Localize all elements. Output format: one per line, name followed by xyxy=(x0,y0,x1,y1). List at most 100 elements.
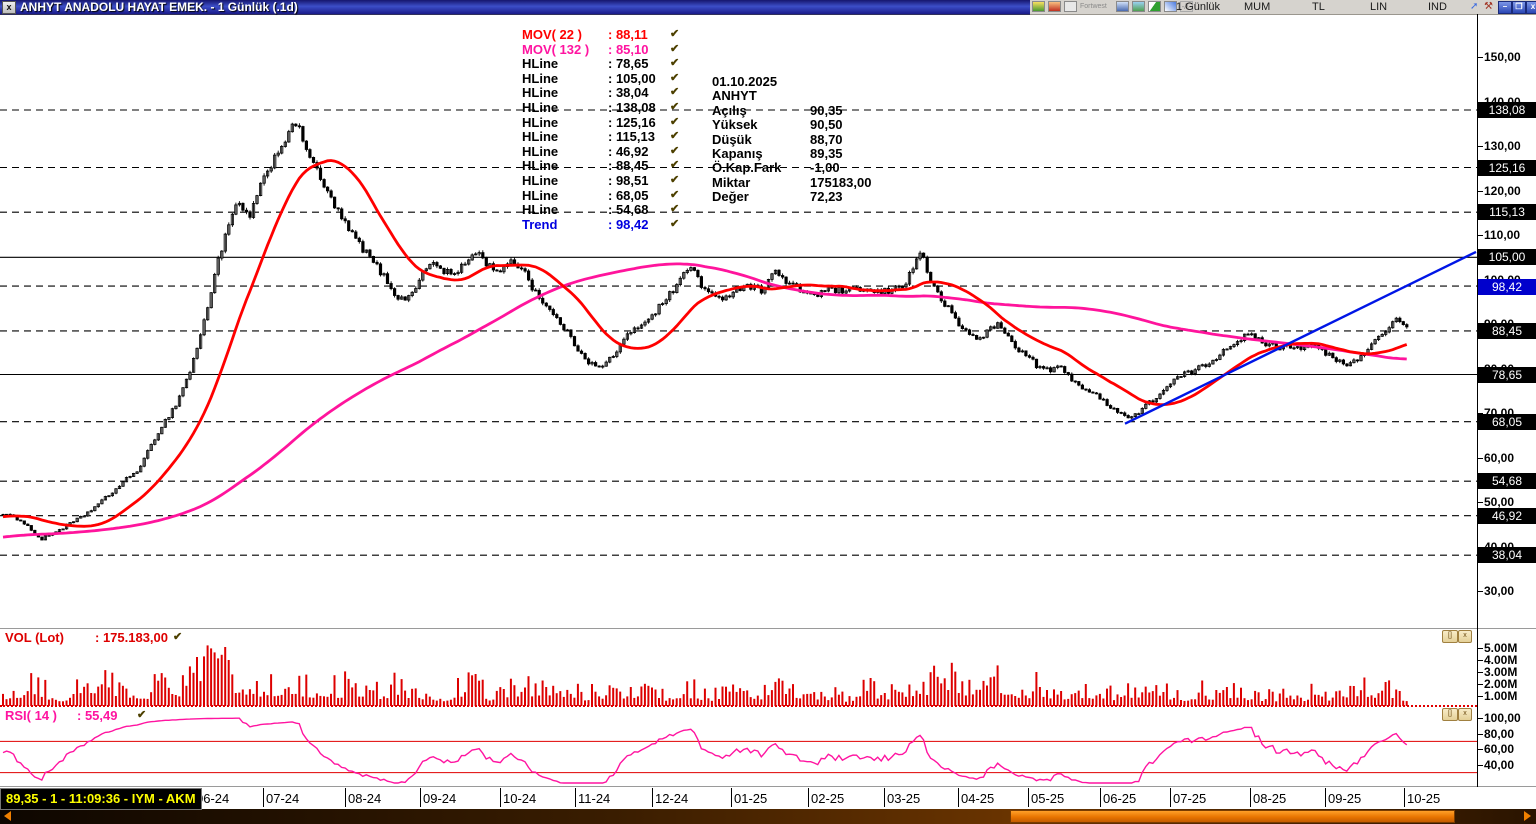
legend-row: HLine: 68,05 ✔ xyxy=(522,187,692,203)
info-row-value: 89,35 xyxy=(810,146,843,161)
volume-tick xyxy=(1477,660,1483,661)
time-axis-label: 03-25 xyxy=(887,791,921,806)
period-label[interactable]: 1 Günlük xyxy=(1176,1,1221,13)
time-axis-label: 08-24 xyxy=(348,791,382,806)
minimize-button[interactable]: – xyxy=(1498,1,1512,14)
legend-check-icon[interactable]: ✔ xyxy=(670,159,680,172)
legend-check-icon[interactable]: ✔ xyxy=(670,130,680,143)
mov22-line xyxy=(2,159,1408,528)
price-axis-label: 110,00 xyxy=(1484,228,1521,242)
legend-value: : 46,92 xyxy=(608,143,649,159)
legend-check-icon[interactable]: ✔ xyxy=(670,101,680,113)
price-tick xyxy=(1477,101,1483,103)
volume-axis-label: 1.00M xyxy=(1484,689,1518,703)
panel-close-icon[interactable]: x xyxy=(2,1,16,14)
legend-check-icon[interactable]: ✔ xyxy=(670,188,680,201)
chart-style-label[interactable]: MUM xyxy=(1244,1,1271,13)
volume-tick xyxy=(1477,684,1483,685)
rsi-pane-separator[interactable] xyxy=(0,705,1477,707)
scroll-left-icon[interactable] xyxy=(4,811,11,821)
legend-row: MOV( 132 ): 85,10 ✔ xyxy=(522,42,692,57)
volume-bars xyxy=(2,645,1408,706)
rsi-check-icon[interactable]: ✔ xyxy=(137,709,147,721)
time-scrollbar[interactable] xyxy=(0,809,1536,824)
time-tick xyxy=(1250,788,1251,807)
price-axis-flag: 138,08 xyxy=(1478,102,1536,119)
volume-axis-label: 5.00M xyxy=(1484,641,1518,655)
legend-name: HLine xyxy=(522,114,559,130)
legend-row: MOV( 22 ): 88,11 ✔ xyxy=(522,27,692,42)
legend-check-icon[interactable]: ✔ xyxy=(670,71,680,84)
legend-value: : 98,42 xyxy=(608,216,649,232)
legend-check-icon[interactable]: ✔ xyxy=(670,86,680,99)
volume-chart-canvas[interactable] xyxy=(0,629,1477,706)
volume-tick xyxy=(1477,696,1483,697)
time-tick xyxy=(1028,788,1029,807)
legend-name: HLine xyxy=(522,85,559,101)
image-icon[interactable] xyxy=(1132,1,1145,12)
time-tick xyxy=(575,788,576,807)
volume-pane-resize-button[interactable]: [] xyxy=(1442,630,1458,643)
legend-check-icon[interactable]: ✔ xyxy=(670,28,680,40)
legend-check-icon[interactable]: ✔ xyxy=(670,42,680,55)
compass-icon[interactable] xyxy=(1164,1,1177,12)
info-row-label: Ö.Kap.Fark xyxy=(712,160,782,176)
legend-check-icon[interactable]: ✔ xyxy=(670,217,680,230)
scale-label[interactable]: LIN xyxy=(1370,1,1388,13)
legend-row: HLine: 38,04 ✔ xyxy=(522,85,692,101)
zigzag-icon[interactable]: -/\- xyxy=(1180,1,1193,12)
time-tick xyxy=(884,788,885,807)
legend-value: : 88,11 xyxy=(608,27,648,42)
pencil-icon[interactable] xyxy=(1148,1,1161,12)
scroll-right-icon[interactable] xyxy=(1524,811,1531,821)
time-axis-label: 01-25 xyxy=(734,791,768,806)
legend-name: HLine xyxy=(522,70,559,86)
pane-separator[interactable] xyxy=(0,628,1536,629)
legend-check-icon[interactable]: ✔ xyxy=(670,174,680,186)
arrow-icon[interactable]: ➚ xyxy=(1470,1,1479,12)
scrollbar-thumb[interactable] xyxy=(1010,810,1455,823)
rsi-value: : 55,49 xyxy=(77,708,118,723)
window-mode-icon[interactable] xyxy=(1064,1,1077,12)
info-row-value: 72,23 xyxy=(810,189,843,205)
legend-name: HLine xyxy=(522,202,559,218)
time-axis-label: 06-25 xyxy=(1103,791,1137,806)
price-axis-flag: 98,42 xyxy=(1478,278,1536,295)
info-date: 01.10.2025 xyxy=(712,74,778,89)
restore-button[interactable]: ❐ xyxy=(1512,1,1526,14)
volume-axis-label: 2.00M xyxy=(1484,677,1518,691)
grid-icon[interactable] xyxy=(1116,1,1129,12)
legend-check-icon[interactable]: ✔ xyxy=(670,57,680,70)
legend-check-icon[interactable]: ✔ xyxy=(670,115,680,128)
rsi-axis-label: 40,00 xyxy=(1484,757,1515,772)
legend-name: HLine xyxy=(522,158,559,174)
indicator-label[interactable]: IND xyxy=(1428,1,1447,13)
price-axis-flag: 46,92 xyxy=(1478,507,1536,524)
main-chart-canvas[interactable] xyxy=(0,14,1477,628)
top-toolbar: Fortwest -/\- 1 Günlük MUM TL LIN IND ➚ … xyxy=(1030,0,1536,15)
chart-red-icon[interactable] xyxy=(1048,1,1061,12)
info-row-label: Düşük xyxy=(712,131,752,147)
time-tick xyxy=(1170,788,1171,807)
legend-name: HLine xyxy=(522,173,559,188)
legend-row: HLine: 98,51 ✔ xyxy=(522,173,692,188)
legend-check-icon[interactable]: ✔ xyxy=(670,144,680,157)
info-row-value: -1,00 xyxy=(810,160,840,176)
info-row-value: 90,50 xyxy=(810,117,843,133)
rsi-pane-close-button[interactable]: x xyxy=(1458,708,1472,721)
rsi-pane-resize-button[interactable]: [] xyxy=(1442,708,1458,721)
legend-name: HLine xyxy=(522,187,559,203)
volume-check-icon[interactable]: ✔ xyxy=(173,631,183,643)
currency-label[interactable]: TL xyxy=(1312,1,1325,13)
legend-name: HLine xyxy=(522,100,559,115)
rsi-axis-label: 60,00 xyxy=(1484,742,1515,757)
chart-green-icon[interactable] xyxy=(1032,1,1045,12)
legend-check-icon[interactable]: ✔ xyxy=(670,203,680,216)
price-axis-flag: 115,13 xyxy=(1478,204,1536,221)
time-axis-label: 10-24 xyxy=(503,791,537,806)
status-bar: 89,35 - 1 - 11:09:36 - IYM - AKM xyxy=(0,788,202,810)
close-button[interactable]: x xyxy=(1526,1,1536,14)
tools-icon[interactable]: ⚒ xyxy=(1484,1,1493,12)
rsi-chart-canvas[interactable] xyxy=(0,707,1477,786)
volume-pane-close-button[interactable]: x xyxy=(1458,630,1472,643)
